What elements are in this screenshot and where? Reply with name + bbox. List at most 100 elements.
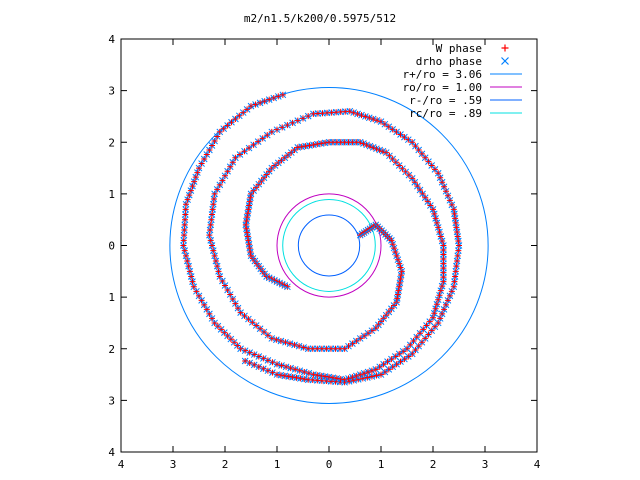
- w-phase-point: [181, 232, 188, 239]
- w-phase-point: [282, 339, 289, 346]
- w-phase-point: [216, 273, 223, 280]
- w-phase-point: [187, 187, 194, 194]
- w-phase-point: [394, 291, 401, 298]
- w-phase-point: [257, 99, 264, 106]
- w-phase-point: [278, 362, 285, 369]
- w-phase-point: [248, 252, 254, 259]
- w-phase-point: [237, 345, 244, 352]
- w-phase-point: [412, 143, 419, 150]
- w-phase-point: [428, 162, 435, 169]
- w-phase-point: [242, 221, 249, 228]
- w-phase-point: [301, 368, 308, 375]
- w-phase-point: [411, 179, 418, 186]
- w-phase-point: [454, 233, 461, 240]
- w-phase-point: [398, 272, 405, 279]
- w-phase-point: [268, 335, 275, 342]
- w-phase-point: [182, 206, 189, 213]
- w-phase-point: [246, 198, 253, 205]
- w-phase-point: [318, 372, 325, 379]
- w-phase-point: [244, 233, 251, 240]
- w-phase-point: [245, 316, 252, 323]
- y-tick-label: 1: [108, 291, 115, 304]
- w-phase-point: [221, 329, 228, 336]
- w-phase-point: [216, 128, 223, 135]
- w-phase-point: [439, 237, 446, 244]
- w-phase-point: [182, 216, 189, 223]
- w-phase-point: [415, 343, 422, 350]
- w-phase-point: [310, 141, 317, 148]
- w-phase-point: [214, 263, 221, 270]
- w-phase-point: [426, 318, 433, 325]
- w-phase-point: [293, 374, 300, 381]
- w-phase-point: [208, 216, 215, 223]
- w-phase-point: [228, 119, 235, 126]
- w-phase-point: [373, 372, 380, 379]
- x-tick-label: 4: [118, 458, 125, 471]
- legend-marker: [501, 44, 509, 52]
- w-phase-point: [182, 211, 189, 218]
- w-phase-point: [224, 122, 231, 129]
- w-phase-point: [433, 301, 440, 308]
- w-phase-point: [326, 374, 332, 381]
- w-phase-point: [245, 237, 252, 244]
- w-phase-point: [270, 95, 277, 102]
- w-phase-point: [244, 214, 251, 221]
- w-phase-point: [454, 257, 461, 264]
- w-phase-point: [214, 323, 221, 330]
- w-phase-point: [451, 278, 458, 285]
- w-phase-point: [211, 252, 218, 259]
- legend-label: r-/ro = .59: [409, 94, 482, 107]
- w-phase-point: [383, 149, 390, 156]
- w-phase-point: [452, 273, 459, 280]
- w-phase-point: [298, 143, 305, 150]
- w-phase-point: [224, 332, 231, 339]
- legend-label: r+/ro = 3.06: [403, 68, 482, 81]
- w-phase-point: [422, 154, 429, 161]
- w-phase-point: [431, 166, 438, 173]
- spiral-arms-layer: [180, 91, 463, 386]
- w-phase-point: [427, 202, 434, 209]
- w-phase-point: [453, 263, 460, 270]
- w-phase-point: [418, 339, 425, 346]
- circle-ro: [276, 193, 382, 298]
- w-phase-point: [244, 106, 251, 113]
- x-tick-label: 1: [274, 458, 281, 471]
- w-phase-point: [279, 91, 286, 98]
- w-phase-point: [422, 194, 429, 201]
- w-phase-point: [424, 198, 431, 205]
- w-phase-point: [264, 332, 271, 339]
- w-phase-point: [215, 268, 222, 275]
- w-phase-point: [292, 366, 299, 373]
- w-phase-point: [452, 268, 459, 275]
- w-phase-point: [277, 338, 284, 345]
- w-phase-point: [396, 279, 403, 286]
- w-phase-point: [243, 225, 250, 232]
- w-phase-point: [240, 109, 247, 116]
- w-phase-point: [253, 322, 260, 329]
- w-phase-point: [437, 233, 444, 240]
- w-phase-point: [359, 375, 366, 382]
- w-phase-point: [210, 201, 217, 208]
- w-phase-point: [183, 252, 189, 259]
- w-phase-point: [246, 241, 253, 248]
- y-tick-label: 2: [108, 136, 115, 149]
- w-phase-point: [257, 325, 264, 332]
- w-phase-point: [242, 358, 249, 365]
- w-phase-point: [207, 221, 214, 228]
- w-phase-point: [184, 257, 191, 264]
- w-phase-point: [425, 158, 432, 165]
- w-phase-point: [419, 190, 426, 197]
- w-phase-point: [318, 140, 325, 147]
- y-tick-label: 1: [108, 188, 115, 201]
- w-phase-point: [300, 344, 307, 351]
- w-phase-point: [305, 370, 312, 377]
- y-tick-label: 4: [108, 33, 115, 46]
- circle-r: [169, 87, 489, 404]
- w-phase-point: [231, 339, 238, 346]
- w-phase-point: [439, 283, 446, 290]
- w-phase-point: [455, 247, 462, 254]
- w-phase-point: [432, 215, 439, 222]
- w-phase-point: [454, 252, 461, 259]
- w-phase-point: [287, 340, 293, 347]
- circle-r: [297, 214, 361, 277]
